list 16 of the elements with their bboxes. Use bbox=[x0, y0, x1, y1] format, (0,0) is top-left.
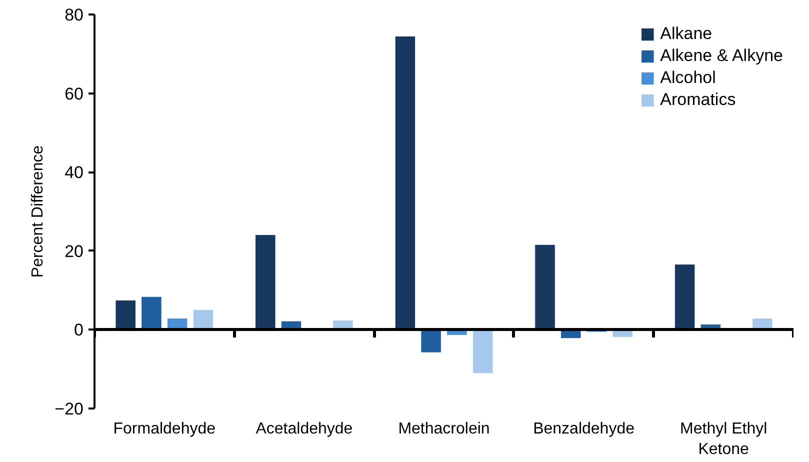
y-tick-label: 40 bbox=[64, 163, 84, 182]
x-tick-label: Formaldehyde bbox=[113, 420, 216, 438]
legend-label: Aromatics bbox=[660, 90, 736, 110]
legend-label: Alkene & Alkyne bbox=[660, 46, 783, 66]
x-tick-label: Methacrolein bbox=[398, 420, 490, 438]
legend-label: Alcohol bbox=[660, 68, 716, 88]
legend-label: Alkane bbox=[660, 24, 712, 44]
y-tick-label: 20 bbox=[64, 242, 84, 261]
y-tick-label: 0 bbox=[74, 320, 84, 340]
x-tick-label: Acetaldehyde bbox=[256, 420, 353, 438]
x-tick-label: Methyl Ethyl Ketone bbox=[680, 420, 768, 458]
y-tick-label: 60 bbox=[64, 84, 84, 104]
y-tick-label: 80 bbox=[64, 6, 84, 24]
y-tick-label: −20 bbox=[54, 400, 84, 418]
x-tick-label: Benzaldehyde bbox=[533, 420, 635, 438]
y-axis-title: Percent Difference bbox=[30, 145, 47, 278]
